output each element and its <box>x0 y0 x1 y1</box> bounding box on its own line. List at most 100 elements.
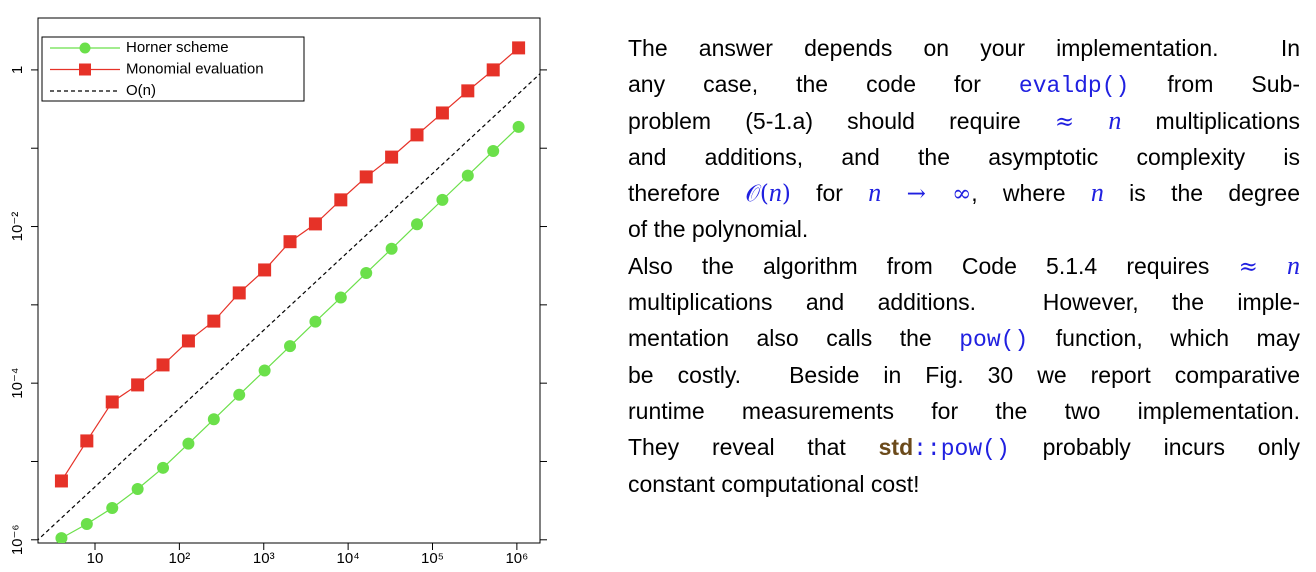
series-line <box>38 72 540 541</box>
x-tick-label: 10⁵ <box>421 550 444 567</box>
y-tick-label: 1 <box>9 66 26 74</box>
text: Also the algorithm from Code 5.1.4 requi… <box>628 252 1239 279</box>
bold-text: std <box>878 434 914 461</box>
point <box>385 242 398 255</box>
point <box>80 434 94 448</box>
text: multiplications <box>1121 107 1300 134</box>
math: n <box>1090 178 1104 208</box>
x-tick-label: 10 <box>87 550 104 567</box>
legend-label: Monomial evaluation <box>126 60 264 77</box>
text: from Sub- <box>1129 71 1300 98</box>
point <box>410 128 424 142</box>
point <box>308 217 322 231</box>
point <box>156 358 170 372</box>
text-line: Also the algorithm from Code 5.1.4 requi… <box>628 248 1300 284</box>
math: → ∞ <box>906 181 972 208</box>
math: ) <box>781 181 791 208</box>
point <box>106 501 119 514</box>
point <box>157 461 170 474</box>
text: problem (5-1.a) should require <box>628 107 1055 134</box>
text-line: be costly. Beside in Fig. 30 we report c… <box>628 357 1300 393</box>
text: of the polynomial. <box>628 216 809 243</box>
point <box>258 263 272 277</box>
point <box>131 483 144 496</box>
point <box>334 193 348 207</box>
point <box>461 84 475 98</box>
x-tick-label: 10⁶ <box>505 550 528 567</box>
text-line: any case, the code for evaldp() from Sub… <box>628 66 1300 102</box>
point <box>233 388 246 401</box>
code: pow() <box>959 327 1029 354</box>
legend: Horner scheme Monomial evaluation O(n) <box>41 36 305 102</box>
text-line: multiplications and additions. However, … <box>628 284 1300 320</box>
legend-label: O(n) <box>126 82 156 99</box>
point <box>131 378 145 392</box>
text-line: of the polynomial. <box>628 211 1300 247</box>
code: evaldp() <box>1018 73 1130 100</box>
point <box>436 193 449 206</box>
point <box>182 437 195 450</box>
point <box>360 267 373 280</box>
math: ≈ <box>1054 108 1075 135</box>
math: n <box>868 178 882 208</box>
point <box>181 334 195 348</box>
text: and additions, and the asymptotic comple… <box>628 143 1300 170</box>
math: n <box>768 178 782 208</box>
point <box>461 169 474 182</box>
point <box>105 395 119 409</box>
point <box>54 474 68 488</box>
point <box>284 340 297 353</box>
plot-frame <box>37 17 541 544</box>
text: function, which may <box>1028 325 1301 352</box>
text-line: therefore 𝒪(n) for n → ∞, where n is the… <box>628 175 1300 211</box>
point <box>435 106 449 120</box>
math: n <box>1108 105 1122 135</box>
legend-label: Horner scheme <box>126 39 229 56</box>
point <box>385 150 399 164</box>
text: therefore <box>628 180 746 207</box>
x-tick-label: 10⁴ <box>337 550 360 567</box>
point <box>334 291 347 304</box>
point <box>512 120 525 133</box>
text: constant computational cost! <box>628 470 920 497</box>
math: 𝒪( <box>745 181 769 208</box>
y-tick-label: 10⁻⁴ <box>9 368 26 399</box>
point <box>359 170 373 184</box>
legend-marker <box>79 63 91 76</box>
text: runtime measurements for the two impleme… <box>628 397 1300 424</box>
legend-marker <box>79 42 91 54</box>
point <box>232 286 246 300</box>
point <box>207 314 221 328</box>
plot-area <box>38 41 540 543</box>
math: ≈ <box>1238 253 1258 280</box>
x-tick-label: 10³ <box>253 550 275 567</box>
text: , where <box>971 180 1091 207</box>
text: The answer depends on your implementatio… <box>628 35 1300 61</box>
text-line: mentation also calls the pow() function,… <box>628 320 1300 356</box>
text: any case, the code for <box>628 71 1019 98</box>
series-line <box>60 47 519 482</box>
point <box>309 315 322 328</box>
text-block: The answer depends on your implementatio… <box>628 30 1300 502</box>
math: n <box>1287 250 1301 280</box>
text-line: constant computational cost! <box>628 466 1300 502</box>
text-line: The answer depends on your implementatio… <box>628 30 1300 66</box>
series-line <box>61 126 520 539</box>
text: be costly. Beside in Fig. 30 we report c… <box>628 361 1300 388</box>
text-line: They reveal that std::pow() probably inc… <box>628 429 1300 465</box>
point <box>55 532 68 543</box>
point <box>411 218 424 231</box>
text: is the degree <box>1103 180 1300 207</box>
point <box>486 63 500 77</box>
text: for <box>790 180 869 207</box>
point <box>207 413 220 426</box>
x-tick-label: 10² <box>169 550 191 567</box>
y-tick-label: 10⁻² <box>9 212 26 242</box>
point <box>80 518 93 531</box>
text: multiplications and additions. However, … <box>628 289 1300 316</box>
text: They reveal that <box>628 434 879 461</box>
point <box>487 145 500 158</box>
code: ::pow() <box>913 436 1010 463</box>
point <box>258 364 271 377</box>
